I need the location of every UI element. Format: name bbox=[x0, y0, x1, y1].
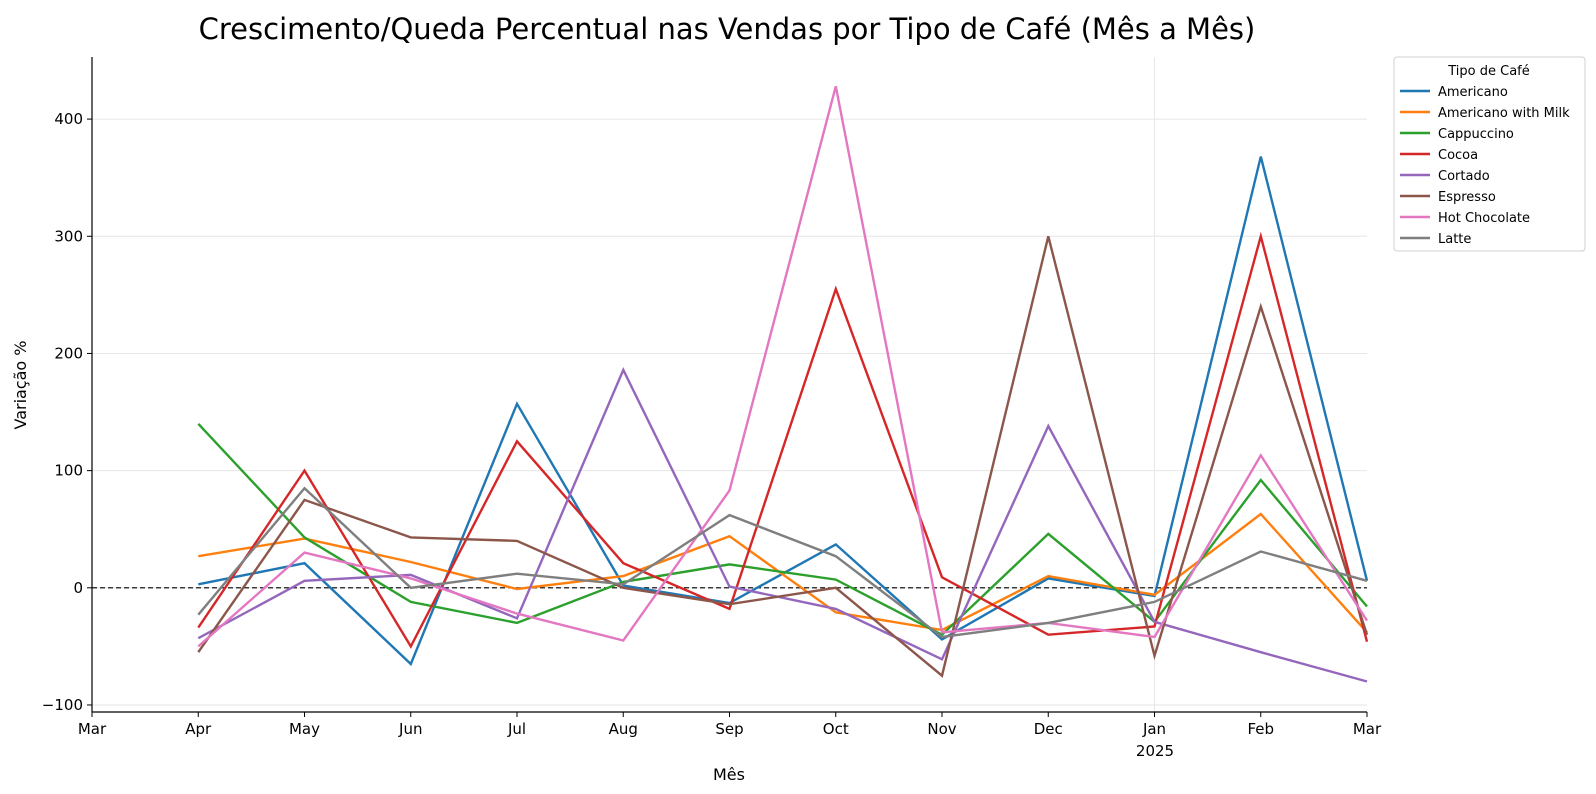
legend-title: Tipo de Café bbox=[1447, 64, 1530, 79]
x-tick-label: Jul bbox=[507, 720, 526, 738]
y-tick-label: 200 bbox=[54, 344, 83, 362]
legend-label: Hot Chocolate bbox=[1438, 211, 1530, 226]
x-tick-label: Apr bbox=[185, 720, 212, 738]
legend-label: Latte bbox=[1438, 232, 1471, 247]
x-year-label: 2025 bbox=[1136, 742, 1174, 760]
y-tick-label: 0 bbox=[73, 579, 83, 597]
series-lines bbox=[197, 85, 1369, 683]
x-tick-label: Sep bbox=[715, 720, 743, 738]
x-tick-label: May bbox=[289, 720, 320, 738]
x-axis-ticks: Mar Apr May Jun Jul Aug Sep Oct Nov Dec Jan Feb Mar bbox=[78, 712, 1382, 738]
series-line-cortado bbox=[197, 367, 1368, 683]
legend-label: Cappuccino bbox=[1438, 127, 1514, 142]
x-tick-label: Aug bbox=[609, 720, 638, 738]
x-tick-label: Jan bbox=[1142, 720, 1166, 738]
y-tick-label: 100 bbox=[54, 462, 83, 480]
x-tick-label: Dec bbox=[1034, 720, 1063, 738]
legend: Tipo de Café Americano Americano with Mil… bbox=[1393, 56, 1586, 252]
series-line-americano-with-milk bbox=[198, 512, 1368, 634]
legend-label: Americano with Milk bbox=[1438, 106, 1570, 121]
legend-label: Cortado bbox=[1438, 169, 1490, 184]
x-tick-label: Mar bbox=[1353, 720, 1382, 738]
y-axis-ticks: −100 0 100 200 300 400 bbox=[42, 110, 92, 714]
chart-title: Crescimento/Queda Percentual nas Vendas … bbox=[199, 12, 1256, 46]
series-line-cocoa bbox=[197, 231, 1369, 649]
axes bbox=[91, 57, 1367, 713]
x-tick-label: Nov bbox=[927, 720, 956, 738]
y-axis-label: Variação % bbox=[11, 340, 30, 429]
x-tick-label: Feb bbox=[1247, 720, 1274, 738]
legend-label: Americano bbox=[1438, 85, 1508, 100]
y-tick-label: 400 bbox=[54, 110, 83, 128]
x-axis-label: Mês bbox=[713, 765, 745, 784]
series-line-hot-chocolate bbox=[197, 85, 1369, 648]
legend-label: Espresso bbox=[1438, 190, 1496, 205]
x-tick-label: Oct bbox=[823, 720, 849, 738]
gridlines bbox=[92, 57, 1367, 712]
series-line-latte bbox=[197, 486, 1368, 639]
legend-label: Cocoa bbox=[1438, 148, 1478, 163]
y-tick-label: 300 bbox=[54, 227, 83, 245]
x-tick-label: Jun bbox=[398, 720, 422, 738]
series-line-cappuccino bbox=[197, 422, 1368, 637]
series-line-espresso bbox=[197, 236, 1369, 678]
y-tick-label: −100 bbox=[42, 696, 83, 714]
legend-frame bbox=[1393, 56, 1586, 252]
x-tick-label: Mar bbox=[78, 720, 107, 738]
